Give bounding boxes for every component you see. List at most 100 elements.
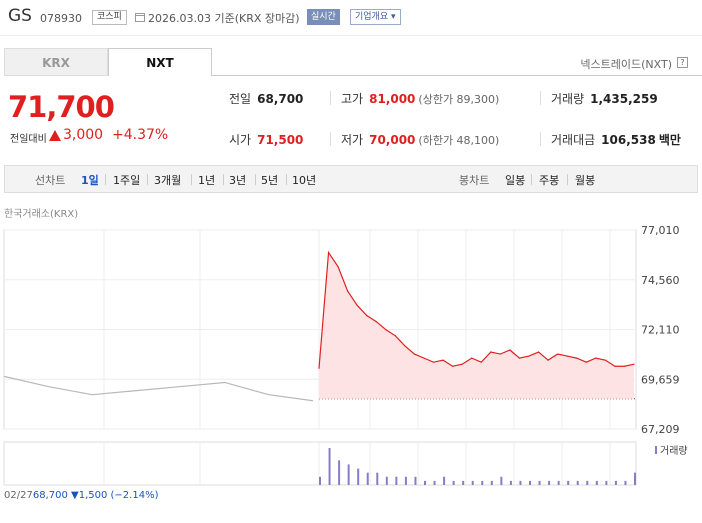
data-point	[375, 320, 377, 323]
volume-bar	[347, 464, 350, 485]
stat-value: 81,000	[369, 92, 416, 106]
candle-monthly[interactable]: 월봉	[575, 174, 596, 187]
volume-bar	[376, 472, 379, 485]
data-point	[471, 357, 473, 359]
corp-info-dropdown[interactable]: 기업개요 ▾	[350, 9, 401, 25]
candle-daily[interactable]: 일봉	[505, 174, 526, 187]
lower-limit: (하한가 48,100)	[418, 134, 500, 147]
data-point	[537, 351, 540, 353]
data-point	[452, 365, 454, 367]
stat-label: 거래대금	[551, 133, 596, 147]
x-tick-label: 13:00	[498, 489, 530, 490]
candle-weekly[interactable]: 주봉	[539, 174, 560, 187]
volume-bar	[529, 480, 531, 485]
volume-bar	[404, 476, 407, 485]
prev-day-line	[3, 375, 314, 402]
volume-bar	[500, 476, 503, 485]
stock-header: GS 078930 코스피 2026.03.03 기준(KRX 장마감) 실시간…	[0, 0, 702, 36]
today-area	[319, 252, 634, 399]
data-point	[490, 351, 492, 353]
data-point	[566, 355, 568, 357]
ticker-symbol: GS	[8, 6, 32, 26]
divider	[223, 174, 224, 185]
volume-bar	[481, 480, 484, 485]
period-1d[interactable]: 1일	[81, 174, 99, 187]
period-5y[interactable]: 5년	[261, 174, 279, 187]
stat-volume: 거래량 1,435,259	[551, 90, 658, 107]
data-point	[585, 361, 587, 363]
period-3y[interactable]: 3년	[229, 174, 247, 187]
data-point	[480, 361, 482, 363]
calendar-icon	[135, 13, 145, 22]
price-chart: 77,010 74,560 72,110 69,659 67,209 03/03 10:00…	[3, 224, 688, 490]
period-1w[interactable]: 1주일	[113, 174, 141, 187]
volume-bar	[519, 480, 522, 485]
volume-bar	[624, 480, 627, 485]
volume-bar	[614, 480, 617, 485]
nxt-link[interactable]: 넥스트레이드(NXT)	[580, 58, 672, 71]
tab-nxt[interactable]: NXT	[108, 48, 212, 76]
data-point	[347, 290, 349, 292]
period-3m[interactable]: 3개월	[154, 174, 182, 187]
volume-legend-swatch	[655, 446, 657, 454]
tab-krx[interactable]: KRX	[4, 48, 108, 76]
data-point	[423, 357, 425, 359]
help-icon[interactable]: ?	[677, 57, 688, 68]
data-point	[413, 353, 416, 355]
y-tick-label: 77,010	[641, 224, 680, 237]
data-point	[528, 355, 530, 357]
realtime-button[interactable]: 실시간	[307, 9, 340, 25]
divider	[212, 75, 702, 76]
y-tick-label: 69,659	[641, 373, 680, 386]
today-line	[318, 250, 635, 369]
change-label: 전일대비	[10, 134, 47, 145]
data-point	[318, 367, 320, 369]
stat-label: 시가	[229, 133, 252, 147]
y-tick-label: 67,209	[641, 423, 680, 436]
x-tick-label: 03/03	[303, 489, 335, 490]
change-amount: 3,000	[63, 127, 104, 143]
volume-bar	[395, 476, 398, 485]
divider	[531, 174, 532, 185]
volume-bar	[586, 480, 589, 485]
data-point	[394, 335, 396, 337]
candle-chart-label: 봉차트	[459, 174, 490, 187]
volume-bar	[414, 476, 417, 485]
divider	[147, 174, 148, 185]
data-point	[356, 304, 358, 306]
data-point	[432, 361, 435, 363]
data-point	[385, 329, 387, 331]
volume-bar	[576, 480, 579, 485]
volume-bar	[605, 480, 608, 485]
data-point	[595, 357, 597, 359]
x-tick-label: 10:00	[354, 489, 386, 490]
volume-bar	[357, 468, 360, 485]
period-10y[interactable]: 10년	[292, 174, 317, 187]
volume-bar	[462, 480, 465, 485]
stat-open: 시가 71,500	[229, 131, 303, 148]
data-point	[547, 359, 549, 361]
period-1y[interactable]: 1년	[198, 174, 216, 187]
volume-bar	[548, 480, 551, 485]
divider	[330, 91, 331, 105]
divider	[540, 132, 541, 146]
footer-close: 68,700	[32, 490, 68, 501]
stat-label: 저가	[341, 133, 364, 147]
volume-bar	[443, 476, 446, 485]
line-chart-label: 선차트	[35, 174, 66, 187]
volume-bar	[424, 480, 426, 485]
up-arrow-icon	[49, 130, 61, 141]
data-point	[604, 359, 606, 361]
stock-code: 078930	[40, 12, 82, 25]
market-badge: 코스피	[92, 10, 127, 25]
divider	[105, 174, 106, 185]
x-tick-label: 11:00	[402, 489, 434, 490]
divider	[540, 91, 541, 105]
volume-bar	[319, 476, 321, 485]
amount-unit: 백만	[658, 133, 681, 147]
data-point	[461, 363, 463, 365]
stat-value: 68,700	[257, 92, 304, 106]
data-point	[576, 357, 578, 359]
volume-bar	[385, 476, 388, 485]
data-point	[509, 349, 511, 351]
